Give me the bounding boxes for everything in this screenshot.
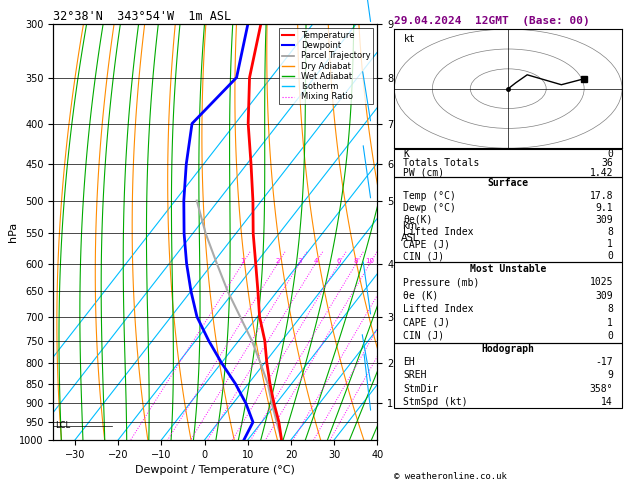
Text: 1025: 1025 <box>589 278 613 288</box>
Text: 1: 1 <box>607 239 613 249</box>
Text: Most Unstable: Most Unstable <box>470 264 547 274</box>
Text: 0: 0 <box>607 331 613 341</box>
Text: © weatheronline.co.uk: © weatheronline.co.uk <box>394 472 507 481</box>
Text: 1: 1 <box>240 258 245 263</box>
Text: θe(K): θe(K) <box>403 215 433 225</box>
Text: CAPE (J): CAPE (J) <box>403 239 450 249</box>
Text: 2: 2 <box>276 258 280 263</box>
Text: StmDir: StmDir <box>403 383 439 394</box>
Text: Totals Totals: Totals Totals <box>403 158 480 168</box>
Text: Dewp (°C): Dewp (°C) <box>403 203 457 213</box>
Text: Hodograph: Hodograph <box>482 344 535 354</box>
Y-axis label: km
ASL: km ASL <box>401 221 419 243</box>
Text: 0: 0 <box>607 251 613 261</box>
Text: kt: kt <box>403 34 415 44</box>
Text: CIN (J): CIN (J) <box>403 251 445 261</box>
Text: 358°: 358° <box>589 383 613 394</box>
Text: -17: -17 <box>595 357 613 367</box>
Text: 1: 1 <box>607 317 613 328</box>
Text: 3: 3 <box>297 258 302 263</box>
Text: 309: 309 <box>595 215 613 225</box>
Text: 0: 0 <box>607 149 613 159</box>
Text: StmSpd (kt): StmSpd (kt) <box>403 397 468 407</box>
Text: 8: 8 <box>354 258 359 263</box>
Text: 309: 309 <box>595 291 613 301</box>
Text: Temp (°C): Temp (°C) <box>403 191 457 201</box>
Text: LCL: LCL <box>55 421 70 430</box>
Text: CIN (J): CIN (J) <box>403 331 445 341</box>
Text: Surface: Surface <box>487 178 529 189</box>
Legend: Temperature, Dewpoint, Parcel Trajectory, Dry Adiabat, Wet Adiabat, Isotherm, Mi: Temperature, Dewpoint, Parcel Trajectory… <box>279 29 373 104</box>
Text: 36: 36 <box>601 158 613 168</box>
Text: EH: EH <box>403 357 415 367</box>
Text: Pressure (mb): Pressure (mb) <box>403 278 480 288</box>
Text: K: K <box>403 149 409 159</box>
Text: 14: 14 <box>601 397 613 407</box>
Text: Lifted Index: Lifted Index <box>403 227 474 237</box>
Text: PW (cm): PW (cm) <box>403 168 445 178</box>
Text: CAPE (J): CAPE (J) <box>403 317 450 328</box>
Text: 10: 10 <box>365 258 374 263</box>
Text: 8: 8 <box>607 304 613 314</box>
X-axis label: Dewpoint / Temperature (°C): Dewpoint / Temperature (°C) <box>135 465 296 475</box>
Text: Lifted Index: Lifted Index <box>403 304 474 314</box>
Text: 8: 8 <box>607 227 613 237</box>
Text: θe (K): θe (K) <box>403 291 439 301</box>
Text: 29.04.2024  12GMT  (Base: 00): 29.04.2024 12GMT (Base: 00) <box>394 16 590 26</box>
Y-axis label: hPa: hPa <box>8 222 18 242</box>
Text: 17.8: 17.8 <box>589 191 613 201</box>
Text: 1.42: 1.42 <box>589 168 613 178</box>
Text: 9: 9 <box>607 370 613 381</box>
Text: 32°38'N  343°54'W  1m ASL: 32°38'N 343°54'W 1m ASL <box>53 10 231 23</box>
Text: 9.1: 9.1 <box>595 203 613 213</box>
Text: 6: 6 <box>337 258 341 263</box>
Text: 4: 4 <box>313 258 318 263</box>
Text: SREH: SREH <box>403 370 427 381</box>
